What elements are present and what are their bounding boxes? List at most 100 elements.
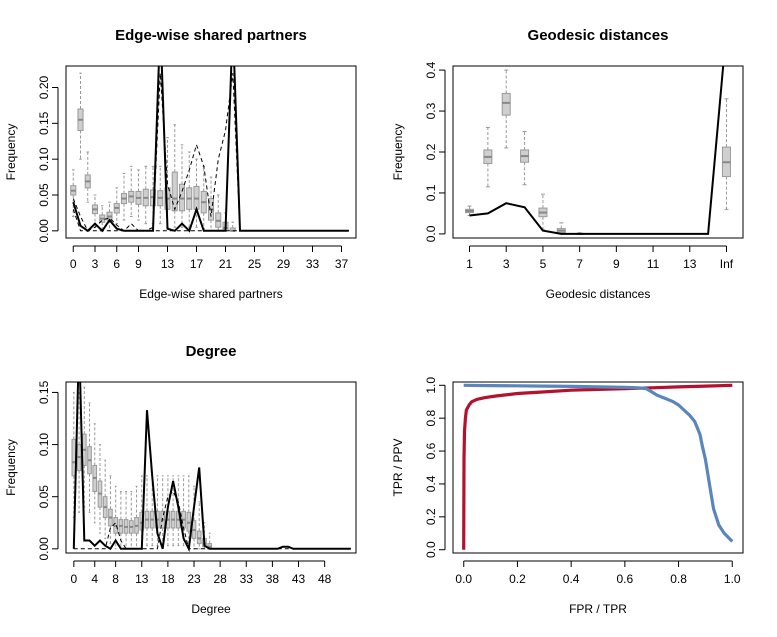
box-14 xyxy=(144,475,150,547)
observed-line xyxy=(469,66,725,235)
box-15 xyxy=(721,98,731,210)
y-tick-label: 0.0 xyxy=(424,541,438,558)
x-tick-label: 8 xyxy=(112,572,119,586)
x-tick-label: 11 xyxy=(647,257,660,271)
x-axis-label: FPR / TPR xyxy=(569,602,627,616)
box-6 xyxy=(556,222,566,235)
box-3 xyxy=(501,69,511,149)
box-body xyxy=(196,530,202,545)
box-10 xyxy=(123,490,129,550)
plot-data xyxy=(462,383,734,550)
box-3 xyxy=(87,402,92,513)
box-6 xyxy=(113,187,120,225)
x-tick-label: 0.0 xyxy=(455,572,472,586)
x-tick-label: 28 xyxy=(213,572,227,586)
box-12 xyxy=(134,485,139,550)
box-1 xyxy=(465,205,475,216)
x-tick-label: 21 xyxy=(219,257,233,271)
box-9 xyxy=(135,169,142,221)
x-tick-label: 43 xyxy=(292,572,306,586)
x-tick-label: 0 xyxy=(70,257,77,271)
box-20 xyxy=(215,194,222,232)
box-1 xyxy=(77,72,84,160)
x-tick-label: 0.2 xyxy=(509,572,526,586)
box-18 xyxy=(200,165,207,230)
y-axis-label: TPR / PPV xyxy=(391,438,405,496)
y-tick-label: 0.2 xyxy=(424,508,438,525)
box-14 xyxy=(171,124,178,228)
box-11 xyxy=(128,490,134,550)
x-tick-label: 1.0 xyxy=(724,572,741,586)
x-tick-label: 33 xyxy=(240,572,254,586)
plot-data xyxy=(465,66,731,235)
x-axis: 0 3 6 9 13 17 21 25 29 33 37 xyxy=(70,245,349,271)
y-axis: 0.0 0.1 0.2 0.3 0.4 xyxy=(424,61,446,242)
box-26 xyxy=(207,532,213,550)
y-tick-label: 0.00 xyxy=(37,537,51,561)
x-axis: 0 4 8 13 18 23 28 33 38 43 48 xyxy=(70,560,332,586)
box-24 xyxy=(196,501,202,550)
series-line-2 xyxy=(463,383,734,543)
x-tick-label: 18 xyxy=(161,572,175,586)
panel-4: 0.0 0.2 0.4 0.6 0.8 1.0 0.0 0.2 0.4 0.6 0.8 1.0 FPR … xyxy=(391,377,744,616)
x-tick-label: 37 xyxy=(335,257,349,271)
y-tick-label: 0.15 xyxy=(37,111,51,135)
box-10 xyxy=(142,165,149,225)
y-tick-label: 0.3 xyxy=(424,102,438,119)
x-tick-label: 3 xyxy=(503,257,510,271)
plot-data xyxy=(70,66,349,233)
observed-line xyxy=(72,66,349,233)
y-axis-label: Frequency xyxy=(4,124,18,181)
chart-title: Degree xyxy=(186,343,237,360)
box-4 xyxy=(520,131,530,186)
x-tick-label: 17 xyxy=(190,257,204,271)
y-tick-label: 0.6 xyxy=(424,442,438,459)
y-axis: 0.0 0.2 0.4 0.6 0.8 1.0 xyxy=(424,377,446,558)
box-15 xyxy=(178,144,186,228)
y-tick-label: 0.10 xyxy=(37,433,51,457)
series-line-1 xyxy=(462,383,733,550)
plot-frame xyxy=(452,65,744,239)
box-body xyxy=(501,92,511,116)
x-tick-label: 4 xyxy=(91,572,98,586)
y-tick-label: 0.15 xyxy=(37,380,51,404)
x-axis-label: Geodesic distances xyxy=(546,287,651,301)
y-tick-label: 0.8 xyxy=(424,410,438,427)
y-tick-label: 0.05 xyxy=(37,183,51,207)
box-5 xyxy=(106,201,113,232)
box-body xyxy=(186,511,192,532)
box-0 xyxy=(70,169,77,217)
x-tick-label: 48 xyxy=(318,572,332,586)
ci-upper-line xyxy=(72,73,349,232)
chart-title: Edge-wise shared partners xyxy=(115,27,307,44)
x-tick-label: 7 xyxy=(576,257,583,271)
box-5 xyxy=(97,444,103,534)
x-tick-label: 13 xyxy=(135,572,149,586)
x-tick-label: 13 xyxy=(161,257,175,271)
y-tick-label: 0.20 xyxy=(37,75,51,99)
panel-1: 0 3 6 9 13 17 21 25 29 33 37 0.00 0.05 0.10 0.15 0.20 Ed… xyxy=(4,27,357,301)
y-tick-label: 0.2 xyxy=(424,143,438,160)
x-tick-label: 6 xyxy=(113,257,120,271)
box-12 xyxy=(157,165,164,225)
x-tick-label: 5 xyxy=(540,257,547,271)
x-axis: 0.0 0.2 0.4 0.6 0.8 1.0 xyxy=(455,560,741,586)
x-axis: 1 3 5 7 9 11 13 Inf xyxy=(466,245,734,271)
x-tick-label: 25 xyxy=(248,257,262,271)
chart-title: Geodesic distances xyxy=(528,27,669,44)
box-19 xyxy=(170,475,176,547)
x-tick-label: 0.4 xyxy=(563,572,580,586)
box-body xyxy=(178,183,186,212)
plot-frame xyxy=(65,381,357,554)
y-tick-label: 0.10 xyxy=(37,147,51,171)
y-axis-label: Frequency xyxy=(391,124,405,181)
x-tick-label: 9 xyxy=(613,257,620,271)
x-tick-label: 0 xyxy=(70,572,77,586)
y-axis: 0.00 0.05 0.10 0.15 0.20 xyxy=(37,75,59,243)
plot-frame xyxy=(452,381,744,554)
box-15 xyxy=(149,475,155,547)
plot-frame xyxy=(65,65,357,239)
box-1 xyxy=(76,391,82,513)
observed-line xyxy=(72,382,351,553)
y-tick-label: 0.1 xyxy=(424,184,438,201)
